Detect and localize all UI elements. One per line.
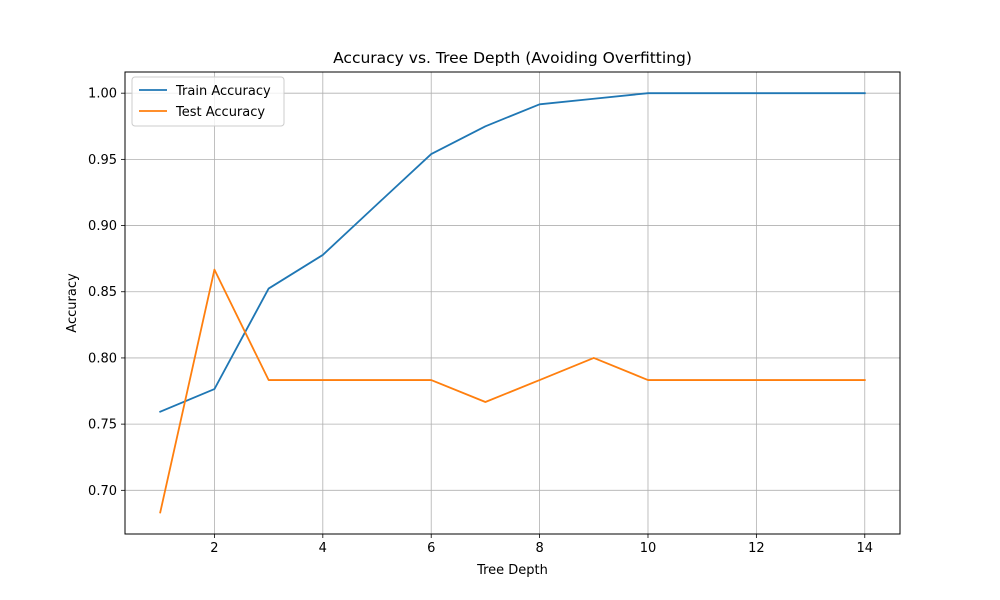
x-axis-title: Tree Depth [476, 563, 548, 578]
grid [125, 72, 900, 534]
plot-frame [124, 71, 901, 535]
y-tick-label: 0.80 [88, 351, 117, 366]
series-lines [159, 92, 866, 514]
x-tick-label: 10 [640, 541, 657, 556]
y-tick-label: 0.95 [88, 153, 117, 168]
legend-label-test: Test Accuracy [175, 105, 265, 120]
chart-title: Accuracy vs. Tree Depth (Avoiding Overfi… [333, 49, 692, 67]
y-tick-label: 0.75 [88, 418, 117, 433]
axis-ticks: 2 4 6 8 10 12 14 0.70 0.75 0.80 0.85 0.90 0.95 1.00 [88, 87, 873, 556]
series-line-train-accuracy [159, 92, 866, 413]
x-tick-label: 8 [535, 541, 543, 556]
x-tick-label: 2 [210, 541, 218, 556]
legend: Train Accuracy Test Accuracy [131, 76, 285, 127]
x-tick-label: 12 [748, 541, 765, 556]
legend-box [131, 76, 285, 127]
y-tick-label: 0.70 [88, 484, 117, 499]
x-tick-label: 14 [856, 541, 873, 556]
y-tick-label: 1.00 [88, 87, 117, 102]
y-tick-label: 0.85 [88, 285, 117, 300]
y-tick-label: 0.90 [88, 219, 117, 234]
y-axis-title: Accuracy [65, 273, 80, 333]
series-line-test-accuracy [159, 268, 866, 514]
legend-label-train: Train Accuracy [175, 84, 271, 99]
x-tick-label: 6 [427, 541, 435, 556]
x-tick-label: 4 [319, 541, 327, 556]
